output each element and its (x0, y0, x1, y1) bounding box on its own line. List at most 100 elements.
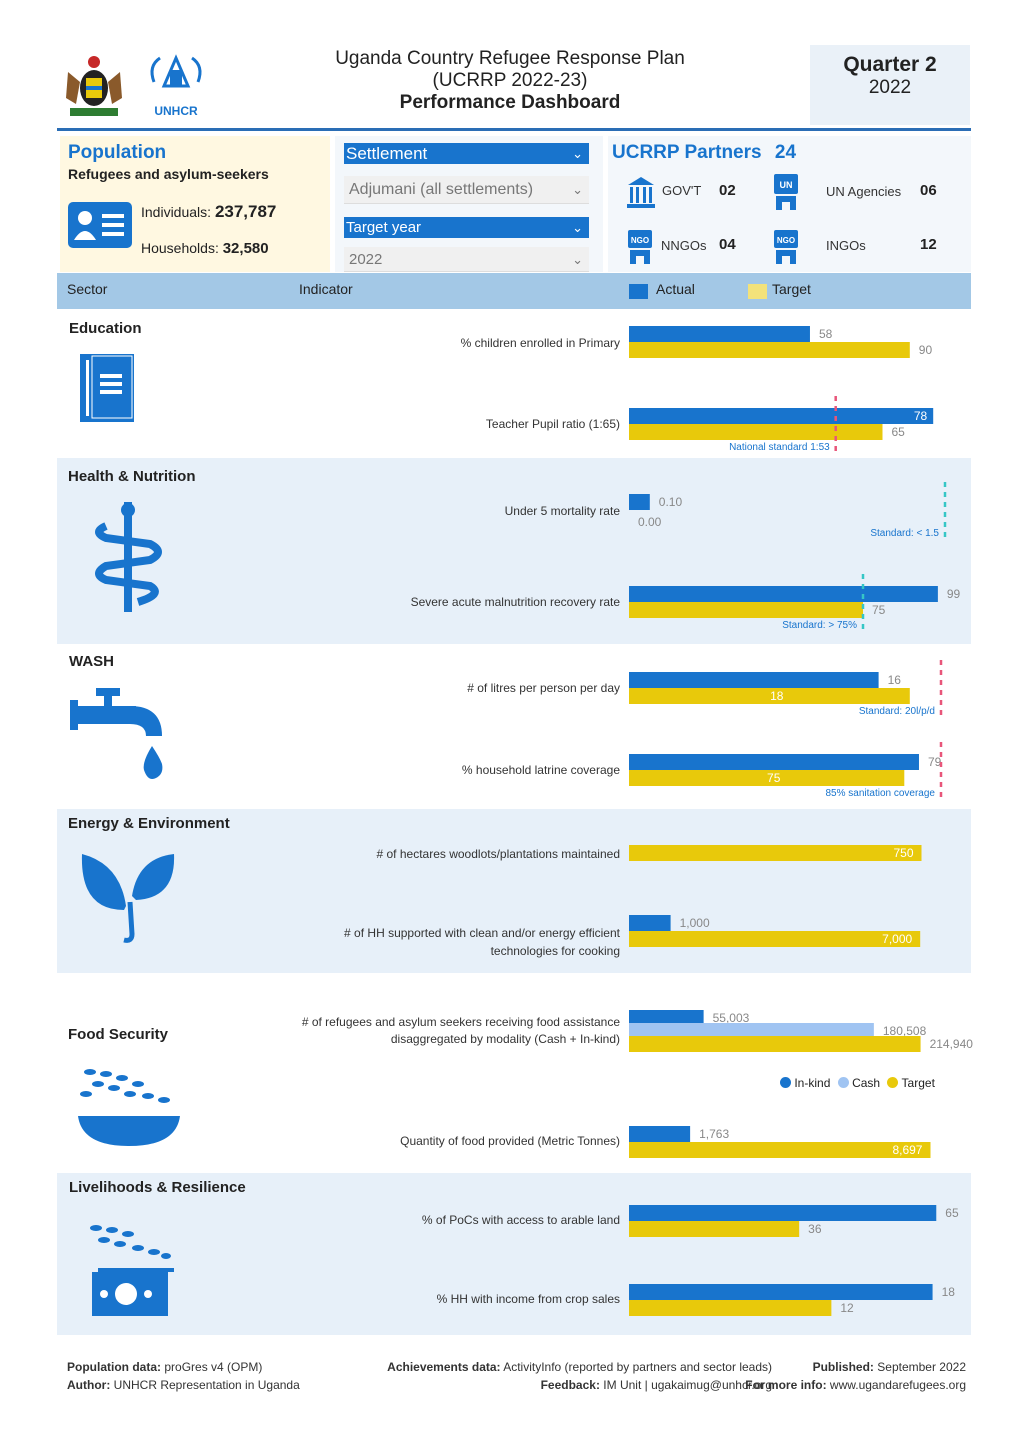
population-title: Population (68, 142, 167, 163)
settlement-filter-header[interactable]: Settlement ⌄ (344, 143, 589, 164)
sector-health-title: Health & Nutrition (68, 468, 196, 485)
ngo-person-icon: NGO (772, 228, 800, 269)
footer-fb-value[interactable]: IM Unit | ugakaimug@unhcr.org (603, 1378, 772, 1392)
ngo-person-icon: NGO (626, 228, 654, 269)
chevron-down-icon: ⌄ (572, 252, 583, 267)
target-value-label: 90 (919, 343, 933, 357)
footer-pop-label: Population data: (67, 1360, 161, 1374)
actual-value-label: 79 (928, 755, 942, 769)
indicator-label: Quantity of food provided (Metric Tonnes… (400, 1134, 620, 1148)
sector-food-title: Food Security (68, 1026, 169, 1043)
water-tap-icon (70, 688, 170, 789)
grain-money-icon (86, 1222, 176, 1323)
title-line-2: (UCRRP 2022-23) (432, 70, 588, 91)
quarter-label: Quarter 2 (843, 53, 937, 76)
footer-col-2: Achievements data: ActivityInfo (reporte… (340, 1358, 772, 1394)
chevron-down-icon: ⌄ (572, 146, 583, 161)
column-sector: Sector (67, 281, 108, 297)
partners-title: UCRRP Partners 24 (612, 142, 796, 164)
standard-label: 85% sanitation coverage (825, 788, 935, 799)
unhcr-logo: UNHCR (144, 52, 208, 120)
footer-pop-value: proGres v4 (OPM) (164, 1360, 263, 1374)
target-value-label: 8,697 (892, 1143, 922, 1157)
partner-govt-value: 02 (719, 182, 736, 199)
actual-bar (629, 915, 671, 931)
footer-feedback: Feedback: IM Unit | ugakaimug@unhcr.org (340, 1376, 772, 1394)
target-bar (629, 688, 910, 704)
sector-wash-title: WASH (69, 653, 114, 670)
indicator-label-line1: # of HH supported with clean and/or ener… (344, 926, 620, 940)
svg-text:NGO: NGO (777, 236, 795, 245)
standard-label: Standard: > 75% (782, 620, 857, 631)
individuals-label: Individuals: (141, 204, 212, 220)
actual-value-label: 1,000 (680, 916, 710, 930)
partner-nngo-value: 04 (719, 236, 736, 253)
target-year-select[interactable]: 2022 ⌄ (344, 247, 589, 272)
footer-author-label: Author: (67, 1378, 111, 1392)
households-row: Households: 32,580 (141, 240, 269, 257)
in-kind-bar (629, 1010, 704, 1026)
legend-dot-in-kind (780, 1077, 791, 1088)
target-bar (629, 770, 905, 786)
target-year-filter-header[interactable]: Target year ⌄ (344, 217, 589, 238)
target-bar (629, 1142, 931, 1158)
indicator-label: Under 5 mortality rate (504, 504, 620, 518)
government-building-icon (626, 175, 656, 214)
actual-value-label: 18 (942, 1285, 956, 1299)
indicator-label: Teacher Pupil ratio (1:65) (485, 417, 620, 431)
target-value-label: 36 (808, 1222, 822, 1236)
footer-author-value: UNHCR Representation in Uganda (113, 1378, 300, 1392)
unhcr-logo-text: UNHCR (154, 104, 198, 118)
sprout-icon (80, 850, 176, 951)
indicator-label: # of hectares woodlots/plantations maint… (376, 847, 621, 861)
partners-total: 24 (774, 142, 797, 163)
actual-bar (629, 1284, 933, 1300)
actual-bar (629, 408, 934, 424)
target-year-value: 2022 (349, 251, 383, 268)
actual-value-label: 65 (945, 1206, 959, 1220)
target-bar (629, 602, 863, 618)
target-bar (629, 1036, 921, 1052)
households-label: Households: (141, 240, 219, 256)
footer-fb-label: Feedback: (540, 1378, 600, 1392)
indicator-label: % of PoCs with access to arable land (421, 1213, 620, 1227)
legend-target-label: Target (772, 281, 811, 297)
standard-label: Standard: 20l/p/d (859, 706, 935, 717)
actual-bar (629, 1205, 937, 1221)
header-divider (57, 128, 971, 131)
individuals-row: Individuals: 237,787 (141, 202, 276, 222)
target-value-label: 75 (767, 771, 781, 785)
quarter-box: Quarter 2 2022 (810, 45, 970, 125)
footer-published: Published: September 2022 (700, 1358, 966, 1376)
target-year-label: Target year (346, 219, 422, 236)
legend-dot-target (887, 1077, 899, 1088)
footer-col-1: Population data: proGres v4 (OPM) Author… (67, 1358, 300, 1394)
column-header-bar: Sector Indicator Actual Target (57, 273, 971, 309)
partner-un-value: 06 (920, 182, 937, 199)
footer-info-value[interactable]: www.ugandarefugees.org (829, 1378, 966, 1392)
partner-govt-label: GOV'T (662, 183, 702, 198)
households-value: 32,580 (222, 240, 269, 257)
indicator-label-line1: # of refugees and asylum seekers receivi… (301, 1015, 620, 1029)
actual-value-label: 58 (819, 327, 833, 341)
settlement-select[interactable]: Adjumani (all settlements) ⌄ (344, 176, 589, 204)
footer-ach-value: ActivityInfo (reported by partners and s… (503, 1360, 772, 1374)
actual-value-label: 1,763 (699, 1127, 729, 1141)
footer-population-source: Population data: proGres v4 (OPM) (67, 1358, 300, 1376)
actual-bar (629, 754, 919, 770)
standard-label: Standard: < 1.5 (870, 528, 939, 539)
indicator-label-two-line: # of HH supported with clean and/or ener… (60, 924, 620, 960)
footer-author: Author: UNHCR Representation in Uganda (67, 1376, 300, 1394)
legend-cash-label: Cash (852, 1076, 881, 1090)
sector-energy-title: Energy & Environment (68, 815, 230, 832)
actual-value-label: 99 (947, 587, 961, 601)
food-legend: In-kind Cash Target (780, 1076, 935, 1090)
legend-actual-label: Actual (656, 281, 695, 297)
population-subtitle: Refugees and asylum-seekers (68, 166, 269, 182)
actual-bar (629, 494, 650, 510)
indicator-label: % children enrolled in Primary (460, 336, 620, 350)
svg-text:NGO: NGO (631, 236, 649, 245)
medical-snake-icon (88, 502, 168, 619)
indicator-label-two-line: # of refugees and asylum seekers receivi… (60, 1014, 620, 1048)
legend-target-label: Target (901, 1076, 935, 1090)
